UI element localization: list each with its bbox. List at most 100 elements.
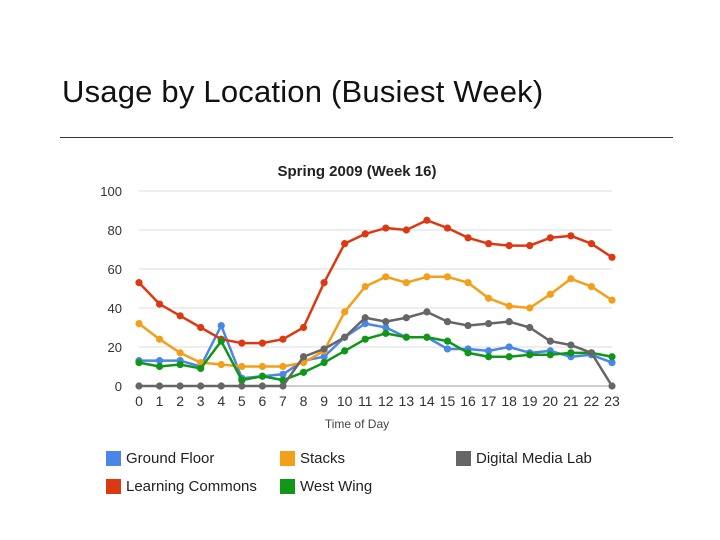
x-tick-label: 19 [522, 393, 538, 409]
data-point [505, 302, 513, 310]
data-point [526, 351, 534, 359]
data-point [587, 349, 596, 357]
data-point [299, 323, 308, 332]
x-tick-label: 2 [176, 393, 184, 409]
y-tick-label: 40 [108, 301, 122, 316]
data-point [608, 359, 616, 367]
legend-swatch [456, 451, 471, 466]
series-line [138, 275, 613, 368]
data-point [238, 339, 246, 347]
data-point [176, 360, 184, 369]
legend-label: Stacks [300, 450, 346, 467]
x-tick-label: 3 [197, 393, 205, 409]
data-point [526, 242, 534, 250]
data-point [505, 318, 513, 326]
y-tick-label: 100 [100, 184, 122, 199]
data-point [423, 273, 431, 281]
x-tick-label: 15 [440, 393, 456, 409]
data-point [217, 360, 225, 369]
data-point [155, 357, 164, 365]
series-line [138, 332, 613, 382]
data-point [423, 333, 431, 341]
data-point [361, 282, 369, 291]
data-point [361, 320, 369, 328]
data-point [217, 382, 225, 390]
data-point [176, 382, 184, 390]
data-point [608, 382, 616, 390]
y-axis-ticks: 0 20 40 60 80 100 [100, 184, 122, 394]
data-point [361, 335, 369, 343]
x-tick-label: 17 [481, 393, 497, 409]
series-line [138, 219, 613, 345]
data-point [443, 337, 452, 345]
data-point [423, 216, 431, 224]
legend-label: Digital Media Lab [476, 450, 592, 467]
data-point [546, 351, 554, 359]
data-point [567, 275, 575, 283]
data-point [382, 224, 390, 232]
x-tick-label: 5 [238, 393, 246, 409]
data-point [546, 290, 554, 298]
data-point [258, 372, 266, 380]
y-tick-label: 80 [108, 223, 122, 238]
x-tick-label: 10 [337, 393, 353, 409]
x-tick-label: 11 [358, 393, 373, 409]
series-learning-commons [135, 216, 616, 347]
data-point [279, 382, 287, 390]
data-point [279, 370, 287, 378]
data-point [402, 333, 410, 341]
data-point [485, 353, 493, 361]
data-point [382, 323, 390, 332]
series-digital-media-lab [135, 308, 616, 390]
data-point [217, 337, 225, 345]
legend-label: Ground Floor [126, 450, 215, 467]
x-tick-label: 18 [501, 393, 517, 409]
data-point [464, 279, 472, 287]
data-point [443, 318, 452, 326]
data-point [197, 323, 205, 332]
x-tick-label: 20 [543, 393, 559, 409]
x-tick-label: 23 [604, 393, 620, 409]
legend-item-digital-media-lab: Digital Media Lab [456, 450, 592, 467]
x-tick-label: 16 [460, 393, 476, 409]
x-tick-label: 12 [378, 393, 394, 409]
data-point [155, 382, 164, 390]
data-point [238, 382, 246, 390]
x-tick-label: 8 [300, 393, 308, 409]
data-point [320, 359, 328, 367]
data-point [567, 349, 575, 357]
data-point [443, 345, 452, 353]
data-point [320, 279, 328, 287]
data-point [505, 353, 513, 361]
data-point [155, 362, 164, 371]
data-point [238, 376, 246, 384]
data-point [546, 337, 554, 345]
legend-item-stacks: Stacks [280, 450, 345, 467]
x-tick-label: 9 [320, 393, 328, 409]
data-point [546, 234, 554, 242]
data-point [361, 314, 369, 322]
data-point [464, 321, 472, 330]
legend-label: Learning Commons [126, 478, 257, 495]
data-point [155, 335, 164, 343]
data-point [382, 273, 390, 281]
data-point [217, 321, 225, 330]
data-point [197, 382, 205, 390]
data-point [197, 364, 205, 373]
legend-item-learning-commons: Learning Commons [106, 478, 257, 495]
x-tick-label: 1 [156, 393, 164, 409]
legend-label: West Wing [300, 478, 373, 495]
x-axis-ticks: 0 1 2 3 4 5 6 7 8 9 10 11 12 13 14 15 16 17 18 19 20 21 22 23 [135, 393, 620, 409]
legend-item-ground-floor: Ground Floor [106, 450, 214, 467]
data-point [238, 362, 246, 371]
y-tick-label: 0 [115, 379, 122, 394]
legend-item-west-wing: West Wing [280, 478, 372, 495]
data-point [608, 253, 616, 261]
x-tick-label: 0 [135, 393, 143, 409]
data-point [341, 347, 349, 355]
slide-title: Usage by Location (Busiest Week) [62, 74, 544, 109]
y-tick-label: 20 [108, 340, 122, 355]
legend-swatch [106, 479, 121, 494]
data-point [135, 320, 143, 328]
